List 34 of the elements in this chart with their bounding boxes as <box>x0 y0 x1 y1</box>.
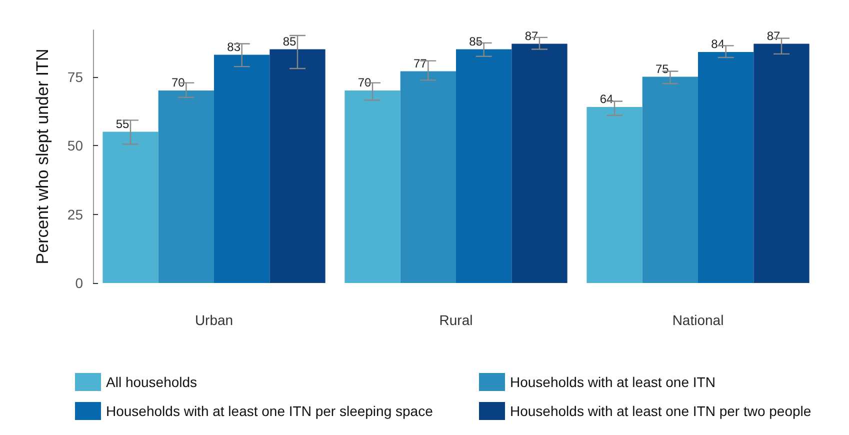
legend-label: Households with at least one ITN per two people <box>510 403 812 419</box>
data-label: 77 <box>413 56 428 70</box>
bar <box>642 76 698 283</box>
y-tick-label: 25 <box>67 206 84 222</box>
y-tick-label: 75 <box>67 68 84 85</box>
bar <box>456 49 512 283</box>
legend-label: All households <box>106 374 198 390</box>
y-axis-title: Percent who slept under ITN <box>33 48 52 264</box>
x-tick-label: Rural <box>439 312 473 328</box>
data-label: 85 <box>282 34 296 48</box>
y-tick-label: 50 <box>67 138 84 154</box>
x-tick-label: Urban <box>194 312 234 328</box>
bar <box>344 90 400 283</box>
data-label: 75 <box>655 62 670 76</box>
data-label: 64 <box>600 92 614 106</box>
bar <box>158 90 214 283</box>
legend-label: Households with at least one ITN <box>510 374 716 390</box>
data-label: 70 <box>171 76 186 90</box>
data-label: 87 <box>524 28 538 43</box>
bar <box>102 132 158 283</box>
bar <box>698 52 754 283</box>
bar <box>512 44 568 283</box>
x-tick-label: National <box>672 312 724 328</box>
bar <box>400 71 456 283</box>
bar <box>586 107 642 283</box>
data-label: 83 <box>227 40 241 54</box>
y-tick-label: 0 <box>75 275 84 291</box>
legend-label: Households with at least one ITN per sleeping space <box>106 403 434 419</box>
data-label: 85 <box>469 34 483 48</box>
bar <box>754 44 810 283</box>
bar <box>270 49 326 283</box>
data-label: 70 <box>358 76 372 90</box>
data-label: 87 <box>766 28 780 43</box>
bar <box>214 54 270 283</box>
